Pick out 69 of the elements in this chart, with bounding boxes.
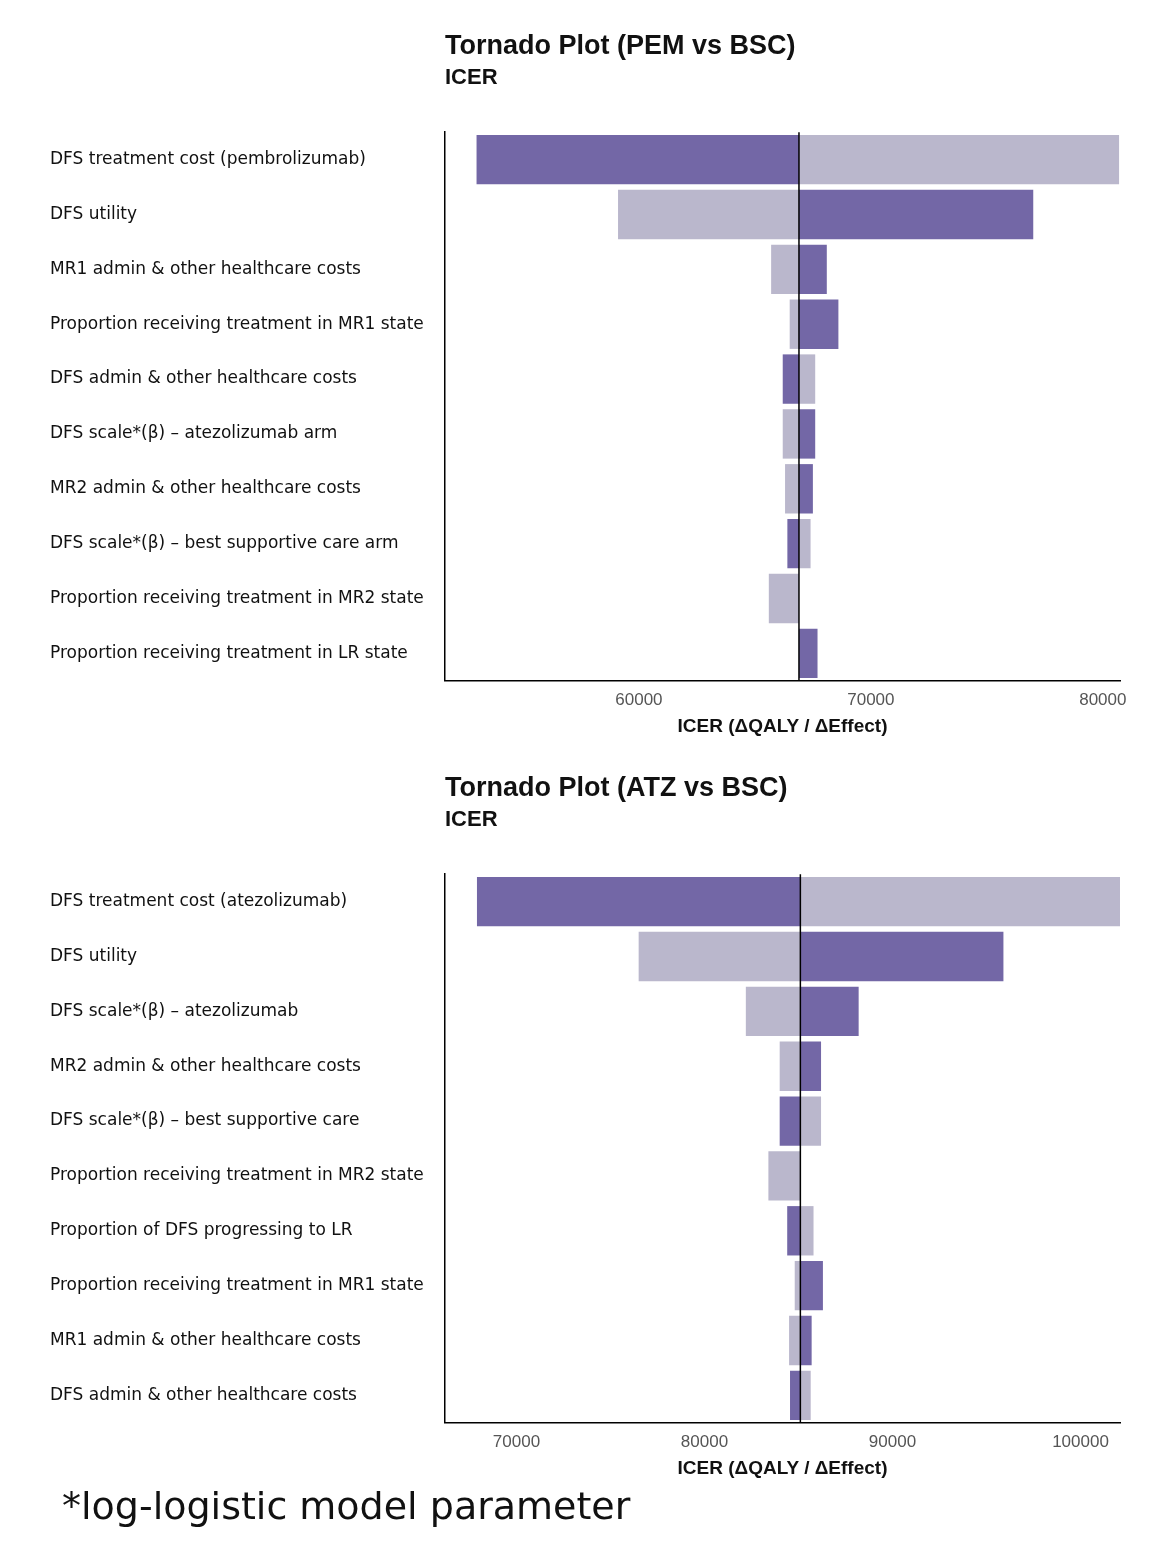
y-tick-label: DFS admin & other healthcare costs xyxy=(50,367,358,388)
y-tick-label: Proportion receiving treatment in LR state xyxy=(50,641,408,662)
bar xyxy=(782,354,799,404)
x-tick-label: 80000 xyxy=(680,1431,729,1451)
bar xyxy=(800,986,859,1037)
y-tick-label: DFS scale*(β) – atezolizumab arm xyxy=(50,422,338,443)
bar xyxy=(779,1041,801,1091)
bar xyxy=(798,189,1034,240)
y-tick-label: MR1 admin & other healthcare costs xyxy=(50,257,362,278)
bar xyxy=(798,409,816,459)
bar xyxy=(787,1206,801,1256)
bar xyxy=(798,244,827,295)
x-tick-label: 70000 xyxy=(492,1431,541,1451)
chart-title: Tornado Plot (ATZ vs BSC) xyxy=(444,772,789,804)
bar xyxy=(476,134,799,185)
bar xyxy=(800,1315,812,1366)
y-tick-label: MR1 admin & other healthcare costs xyxy=(50,1328,362,1349)
y-tick-label: DFS scale*(β) – best supportive care arm xyxy=(50,532,399,553)
y-tick-label: DFS scale*(β) – atezolizumab xyxy=(50,999,299,1020)
x-tick-label: 80000 xyxy=(1079,689,1127,709)
y-tick-label: DFS admin & other healthcare costs xyxy=(50,1383,358,1404)
bar xyxy=(798,299,839,349)
y-tick-label: DFS treatment cost (atezolizumab) xyxy=(50,890,348,911)
bar xyxy=(638,931,801,982)
chart-title: Tornado Plot (PEM vs BSC) xyxy=(444,30,797,62)
x-tick-label: 60000 xyxy=(615,689,663,709)
bar xyxy=(800,1206,814,1256)
bar xyxy=(790,1370,801,1421)
bar xyxy=(800,1370,811,1421)
y-tick-label: DFS scale*(β) – best supportive care xyxy=(50,1109,360,1130)
y-tick-label: Proportion of DFS progressing to LR xyxy=(50,1219,353,1240)
bar xyxy=(785,464,799,514)
y-tick-label: DFS utility xyxy=(50,944,138,965)
bar xyxy=(798,354,816,404)
bar xyxy=(618,189,799,240)
y-tick-label: MR2 admin & other healthcare costs xyxy=(50,1054,362,1075)
bar xyxy=(782,409,799,459)
bar xyxy=(768,573,799,624)
x-tick-label: 90000 xyxy=(868,1431,917,1451)
y-tick-label: DFS treatment cost (pembrolizumab) xyxy=(50,148,366,169)
bar xyxy=(800,931,1004,982)
chart-subtitle: ICER xyxy=(444,64,499,91)
y-tick-label: Proportion receiving treatment in MR1 state xyxy=(50,1274,424,1295)
x-axis-title: ICER (ΔQALY / ΔEffect) xyxy=(677,714,888,736)
bar xyxy=(798,464,813,514)
y-tick-label: Proportion receiving treatment in MR1 state xyxy=(50,312,424,333)
bar xyxy=(800,1096,822,1146)
x-tick-label: 100000 xyxy=(1052,1431,1109,1451)
bar xyxy=(768,1151,801,1201)
x-axis-title: ICER (ΔQALY / ΔEffect) xyxy=(677,1456,888,1478)
bar xyxy=(798,518,811,569)
bar xyxy=(800,1041,822,1091)
bar xyxy=(798,628,818,679)
y-tick-label: Proportion receiving treatment in MR2 state xyxy=(50,586,424,607)
bar xyxy=(787,518,799,569)
bar xyxy=(789,1315,801,1366)
bar xyxy=(476,876,801,927)
y-tick-label: DFS utility xyxy=(50,202,138,223)
bar xyxy=(798,134,1120,185)
y-tick-label: Proportion receiving treatment in MR2 state xyxy=(50,1164,424,1185)
text: *log-logistic model parameter xyxy=(61,1484,632,1528)
bar xyxy=(800,1260,823,1311)
bar xyxy=(771,244,799,295)
y-tick-label: MR2 admin & other healthcare costs xyxy=(50,477,362,498)
bar xyxy=(745,986,801,1037)
bar xyxy=(779,1096,801,1146)
bar xyxy=(800,876,1120,927)
x-tick-label: 70000 xyxy=(847,689,895,709)
chart-subtitle: ICER xyxy=(444,806,499,833)
